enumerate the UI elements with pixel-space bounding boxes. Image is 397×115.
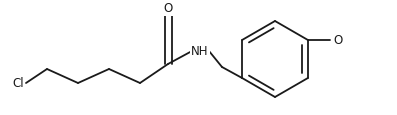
Text: NH: NH <box>191 45 209 58</box>
Text: Cl: Cl <box>12 77 24 90</box>
Text: O: O <box>333 34 343 47</box>
Text: O: O <box>164 3 173 15</box>
